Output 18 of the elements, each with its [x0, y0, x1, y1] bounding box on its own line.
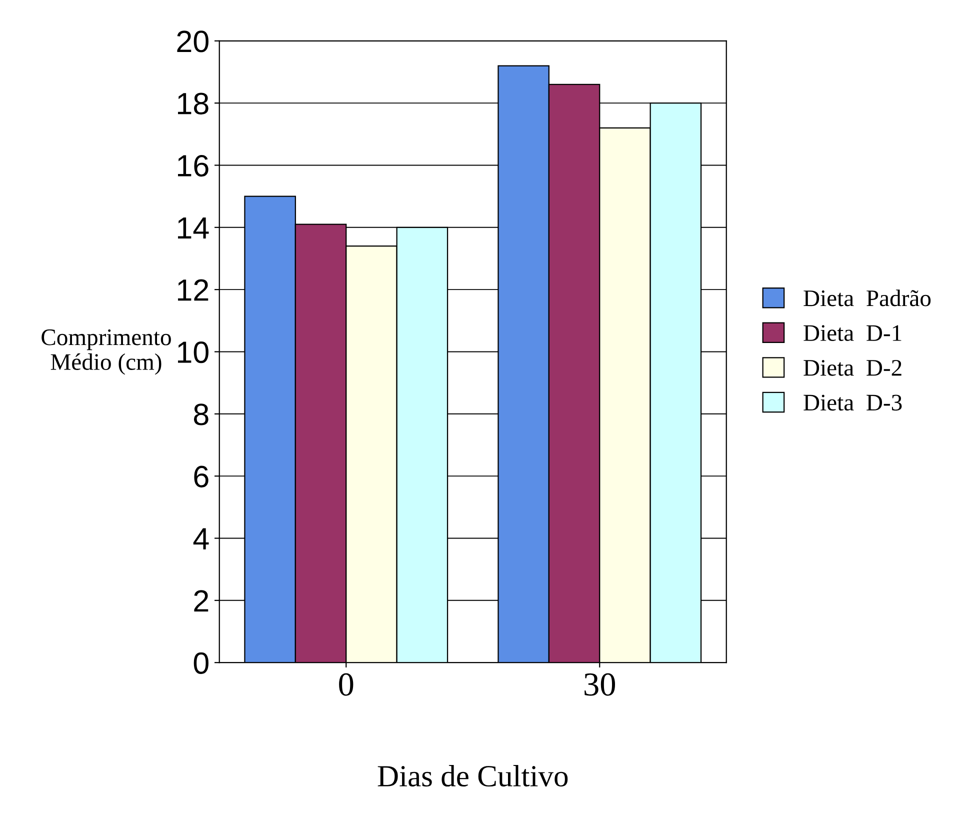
- y-tick-label: 6: [194, 466, 208, 488]
- y-tick-label: 10: [178, 341, 208, 364]
- x-tick-label: 30: [584, 673, 616, 696]
- legend-label: Dieta Padrão: [804, 290, 931, 306]
- y-tick-label: 8: [194, 404, 208, 426]
- y-tick-label: 2: [194, 590, 208, 612]
- y-axis-title: Comprimento Médio (cm): [42, 329, 171, 375]
- y-tick-label: 16: [178, 154, 208, 177]
- y-tick-label: 12: [178, 279, 208, 301]
- legend-label: Dieta D-1: [804, 325, 902, 342]
- legend-label: Dieta D-3: [804, 394, 902, 411]
- y-tick-label: 14: [178, 217, 209, 238]
- x-axis-title: Dias de Cultivo: [378, 765, 568, 787]
- y-tick-label: 18: [178, 92, 208, 114]
- y-tick-label: 0: [194, 652, 208, 674]
- y-tick-label: 20: [177, 30, 208, 52]
- y-tick-label: 4: [193, 528, 209, 550]
- legend-label: Dieta D-2: [804, 360, 902, 376]
